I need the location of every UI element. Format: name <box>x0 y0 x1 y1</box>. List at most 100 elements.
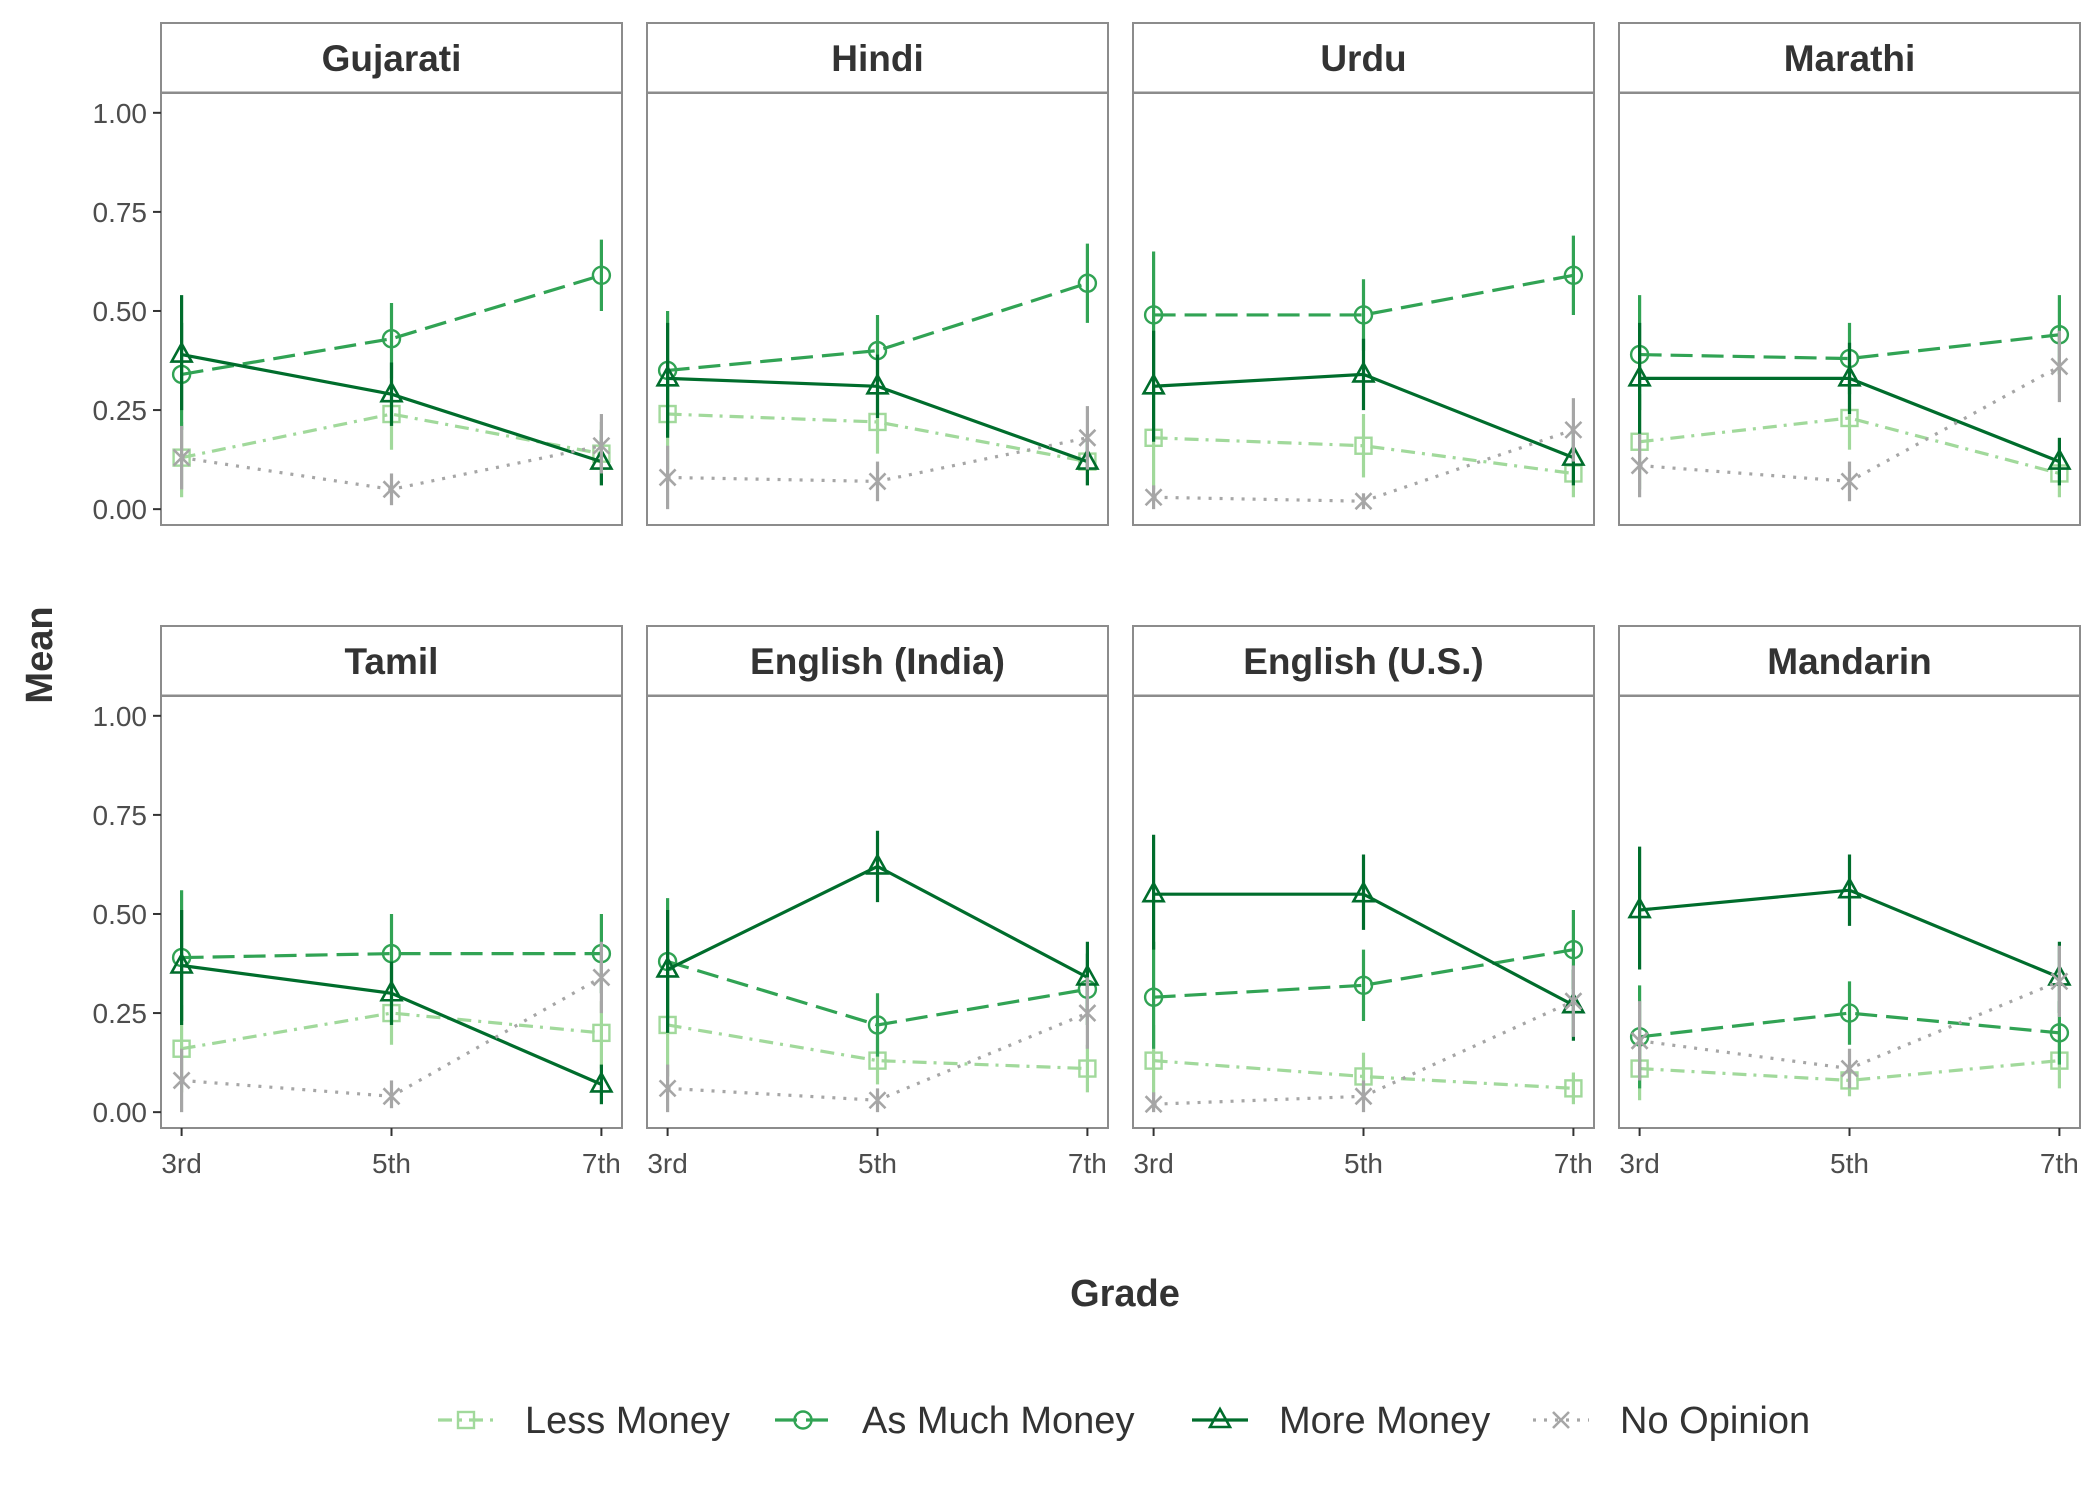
data-point <box>1837 364 1862 387</box>
data-point <box>1354 436 1373 455</box>
legend-label: More Money <box>1279 1400 1490 1442</box>
series-no-opinion <box>1630 945 2069 1089</box>
data-point <box>2047 447 2072 470</box>
y-axis-title: Mean <box>19 606 61 703</box>
data-point <box>1078 1004 1097 1022</box>
panel-title: Hindi <box>831 38 923 79</box>
panel-urdu: Urdu <box>1132 22 1595 526</box>
data-point <box>2050 972 2069 991</box>
plot-frame <box>646 92 1109 526</box>
data-point <box>592 968 611 987</box>
data-point <box>169 340 194 363</box>
series-line <box>1639 376 2060 464</box>
series-no-opinion <box>1144 398 1583 511</box>
series-line <box>667 376 1088 464</box>
data-point <box>1141 880 1166 903</box>
data-point <box>1840 472 1859 491</box>
panel-title: Urdu <box>1320 38 1406 79</box>
legend-item-no-opinion: No Opinion <box>1533 1400 1810 1442</box>
data-point <box>1351 880 1376 903</box>
data-point <box>1630 1031 1649 1050</box>
y-tick-label: 0.00 <box>93 494 148 525</box>
plot-frame <box>1618 92 2081 526</box>
panel-strip <box>646 22 1109 94</box>
series-no-opinion <box>172 414 611 506</box>
series-line <box>181 353 602 464</box>
panel-title: Mandarin <box>1767 641 1931 682</box>
data-point <box>1564 992 1583 1011</box>
x-tick-label: 7th <box>1068 1148 1107 1179</box>
x-tick-label: 3rd <box>161 1148 201 1179</box>
series-line <box>181 1011 602 1051</box>
panel-strip <box>1618 22 2081 94</box>
y-tick-label: 0.50 <box>93 899 148 930</box>
series-line <box>1639 416 2060 476</box>
panel-title: English (India) <box>750 641 1005 682</box>
x-tick-label: 7th <box>2040 1148 2079 1179</box>
data-point <box>655 955 680 978</box>
panel-strip <box>1132 22 1595 94</box>
data-point <box>1353 305 1374 325</box>
series-line <box>1639 888 2061 979</box>
series-line <box>666 864 1089 979</box>
y-tick-label: 1.00 <box>93 98 148 129</box>
y-tick-label: 0.25 <box>93 395 148 426</box>
panel-strip <box>646 625 1109 697</box>
data-point <box>1143 987 1164 1007</box>
data-point <box>1144 1051 1163 1070</box>
y-tick-label: 1.00 <box>93 701 148 732</box>
data-point <box>867 1015 888 1035</box>
data-point <box>592 436 611 455</box>
panel-gujarati: Gujarati 0.00 0.25 0.50 0.75 1.00 <box>93 22 623 526</box>
x-tick-label: 3rd <box>647 1148 687 1179</box>
data-point <box>379 380 404 403</box>
series-line <box>181 952 602 960</box>
panel-hindi: Hindi <box>646 22 1109 526</box>
panel-title: Tamil <box>345 641 439 682</box>
series-no-opinion <box>1144 965 1583 1114</box>
series-line <box>1153 948 1574 999</box>
data-point <box>591 265 612 286</box>
panels-group: Gujarati 0.00 0.25 0.50 0.75 1.00 Hindi Urdu Mar… <box>93 22 2081 1179</box>
data-point <box>589 1070 614 1093</box>
data-point <box>1141 372 1166 395</box>
data-point <box>2050 357 2069 376</box>
legend: Less Money As Much Money More Money No Opin… <box>438 1400 1810 1442</box>
series-line <box>1153 273 1574 317</box>
y-tick-label: 0.50 <box>93 296 148 327</box>
series-line <box>181 963 603 1086</box>
legend-item-as-much-money: As Much Money <box>775 1400 1134 1442</box>
series-line <box>667 412 1088 464</box>
data-point <box>1564 1079 1583 1098</box>
panel-tamil: Tamil 0.00 0.25 0.50 0.75 1.00 3rd 5th 7th <box>93 625 623 1179</box>
data-point <box>1839 1003 1860 1023</box>
panel-title: English (U.S.) <box>1243 641 1484 682</box>
series-more-money <box>655 322 1100 486</box>
series-more-money <box>169 910 614 1105</box>
series-line <box>1153 436 1574 476</box>
x-tick-label: 3rd <box>1133 1148 1173 1179</box>
panel-mandarin: Mandarin 3rd 5th 7th <box>1618 625 2081 1179</box>
data-point <box>1630 456 1649 475</box>
x-tick-label: 7th <box>1554 1148 1593 1179</box>
series-line <box>667 1023 1088 1071</box>
legend-item-more-money: More Money <box>1192 1400 1490 1442</box>
legend-key-marker <box>1552 1411 1570 1429</box>
legend-label: Less Money <box>525 1400 730 1442</box>
data-point <box>1563 265 1584 286</box>
series-line <box>667 960 1088 1027</box>
panel-english-u-s: English (U.S.) 3rd 5th 7th <box>1132 625 1595 1179</box>
data-point <box>382 480 401 499</box>
data-point <box>1078 1059 1097 1078</box>
data-point <box>658 468 677 487</box>
data-point <box>2049 1023 2070 1043</box>
series-line <box>181 273 602 376</box>
x-tick-label: 5th <box>372 1148 411 1179</box>
data-point <box>379 979 404 1002</box>
data-point <box>1354 492 1373 511</box>
legend-key-marker <box>456 1410 476 1430</box>
data-point <box>172 448 191 467</box>
data-point <box>655 364 680 387</box>
data-point <box>1143 305 1164 325</box>
